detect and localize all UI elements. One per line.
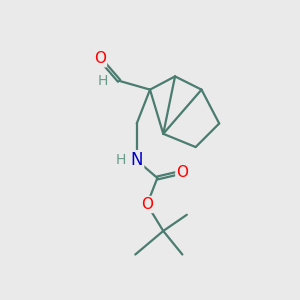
Text: O: O bbox=[176, 165, 188, 180]
Text: H: H bbox=[98, 74, 108, 88]
Text: N: N bbox=[130, 151, 143, 169]
Text: O: O bbox=[94, 51, 106, 66]
Text: O: O bbox=[141, 197, 153, 212]
Text: H: H bbox=[116, 153, 126, 167]
